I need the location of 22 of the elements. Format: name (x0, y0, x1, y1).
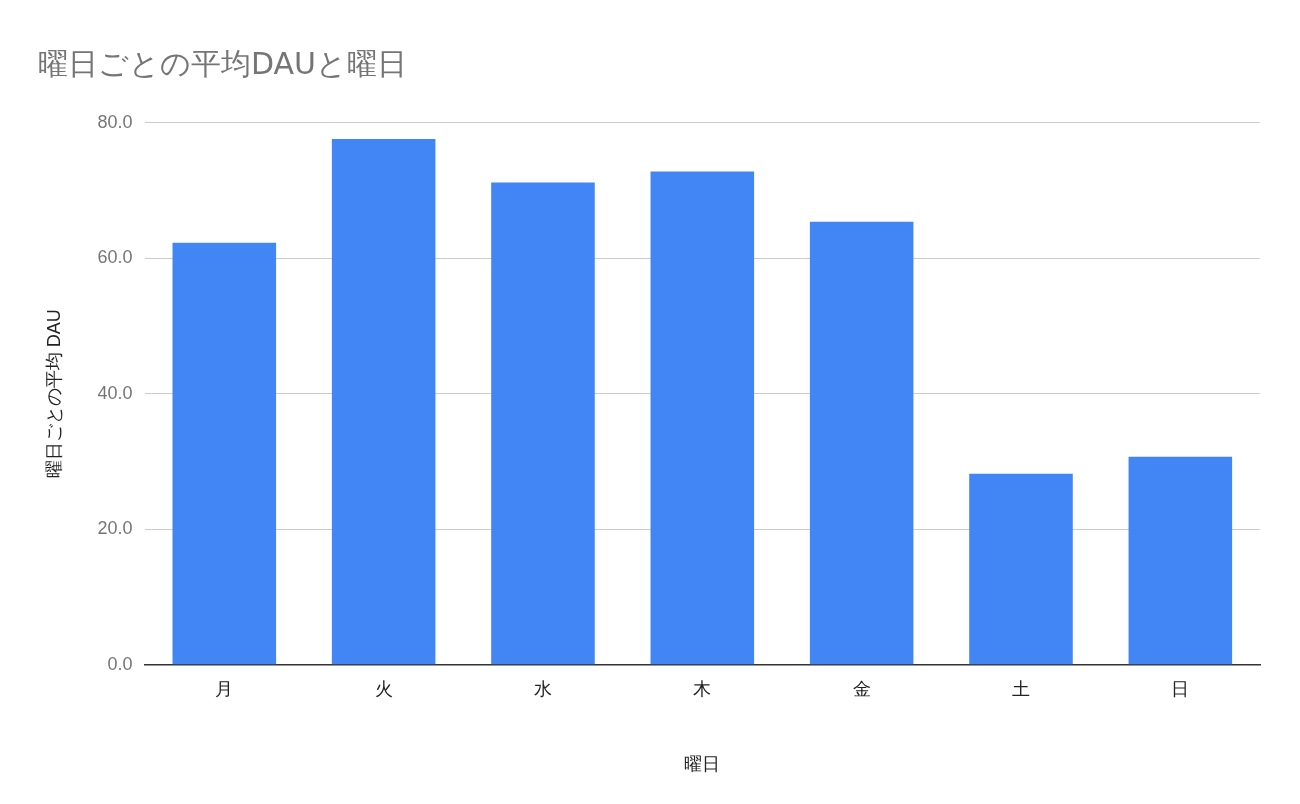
bar (491, 182, 595, 665)
x-tick-label: 土 (1011, 678, 1030, 699)
x-tick-label: 日 (1171, 678, 1190, 699)
bar (809, 221, 914, 665)
bar (1128, 456, 1233, 665)
x-tick-label: 金 (852, 678, 871, 699)
x-tick-label: 月 (215, 678, 234, 699)
chart-title: 曜日ごとの平均DAUと曜日 (38, 45, 408, 83)
bar (650, 171, 755, 665)
x-tick-label: 火 (374, 678, 393, 699)
bar (172, 242, 277, 665)
x-tick-label: 水 (533, 678, 552, 699)
bar (969, 473, 1073, 665)
y-tick-label: 60.0 (97, 247, 133, 268)
y-tick-label: 80.0 (97, 111, 133, 132)
x-tick-label: 木 (693, 678, 712, 699)
bar (331, 139, 436, 665)
x-axis-title: 曜日 (684, 754, 721, 775)
y-axis-title: 曜日ごとの平均 DAU (43, 309, 64, 479)
y-tick-label: 0.0 (107, 653, 133, 674)
y-tick-label: 40.0 (97, 382, 133, 403)
y-tick-label: 20.0 (97, 518, 133, 539)
